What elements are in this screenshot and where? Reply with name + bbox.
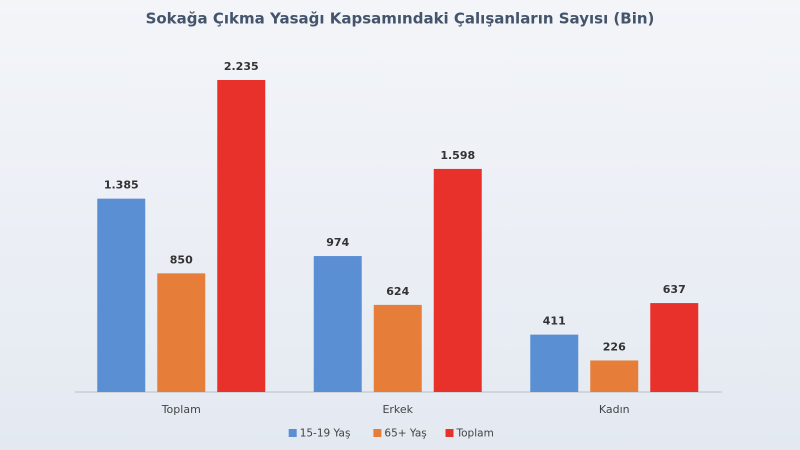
bar [313, 256, 362, 392]
data-label: 624 [386, 285, 409, 298]
bar [157, 273, 206, 392]
legend-swatch [288, 429, 297, 437]
data-label: 637 [663, 283, 686, 296]
x-tick-label: Erkek [382, 403, 413, 416]
legend-label: 65+ Yaş [384, 428, 426, 440]
bar [97, 198, 146, 392]
data-label: 850 [170, 253, 193, 266]
data-label: 226 [603, 340, 626, 353]
legend-label: Toplam [456, 428, 494, 440]
data-label: 1.385 [104, 179, 139, 192]
data-label: 1.598 [440, 149, 475, 162]
bar [373, 304, 422, 392]
bar [217, 80, 266, 392]
bar [590, 360, 639, 392]
data-label: 974 [326, 236, 349, 249]
legend-label: 15-19 Yaş [300, 428, 351, 440]
bar [650, 303, 699, 392]
data-label: 411 [543, 315, 566, 328]
legend-swatch [373, 429, 382, 437]
x-tick-label: Kadın [599, 403, 630, 416]
chart-title: Sokağa Çıkma Yasağı Kapsamındaki Çalışan… [146, 10, 655, 28]
bar [530, 334, 579, 392]
bar [433, 168, 482, 392]
x-tick-label: Toplam [161, 403, 201, 416]
data-label: 2.235 [224, 60, 259, 73]
legend-swatch [445, 429, 454, 437]
